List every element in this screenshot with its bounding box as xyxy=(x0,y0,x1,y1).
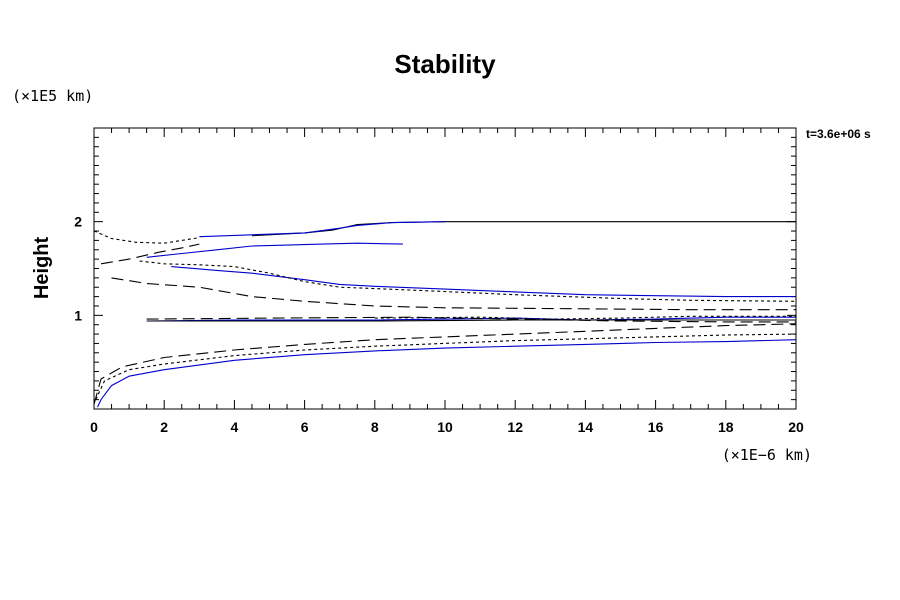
y-unit-label: (×1E5 km) xyxy=(12,87,93,105)
x-tick-label: 12 xyxy=(507,419,523,435)
chart-title: Stability xyxy=(394,49,496,79)
x-tick-label: 18 xyxy=(718,419,734,435)
contour-line-14 xyxy=(93,323,797,405)
x-tick-label: 4 xyxy=(231,419,239,435)
x-tick-label: 14 xyxy=(578,419,594,435)
contour-line-10 xyxy=(95,333,797,400)
time-label: t=3.6e+06 s xyxy=(806,127,871,141)
contour-line-3 xyxy=(146,242,403,258)
contour-line-15 xyxy=(146,316,796,323)
y-axis-label: Height xyxy=(31,237,53,300)
contour-line-13 xyxy=(111,277,796,311)
contour-line-7 xyxy=(146,319,796,322)
contour-line-11 xyxy=(374,315,796,320)
x-tick-label: 6 xyxy=(301,419,309,435)
series-group xyxy=(93,221,797,410)
plot-frame xyxy=(93,127,797,410)
contour-line-2 xyxy=(199,221,446,238)
y-tick-label: 2 xyxy=(74,214,82,230)
x-tick-label: 8 xyxy=(371,419,379,435)
y-tick-label: 1 xyxy=(74,307,82,323)
x-tick-label: 16 xyxy=(648,419,664,435)
x-tick-label: 20 xyxy=(788,419,804,435)
x-tick-label: 0 xyxy=(90,419,98,435)
contour-line-12 xyxy=(100,243,200,265)
x-tick-label: 2 xyxy=(160,419,168,435)
contour-line-9 xyxy=(139,260,797,302)
x-tick-label: 10 xyxy=(437,419,453,435)
contour-line-8 xyxy=(93,230,200,244)
x-unit-label: (×1E−6 km) xyxy=(722,446,812,464)
contour-line-5 xyxy=(97,339,797,408)
contour-line-4 xyxy=(171,266,796,298)
